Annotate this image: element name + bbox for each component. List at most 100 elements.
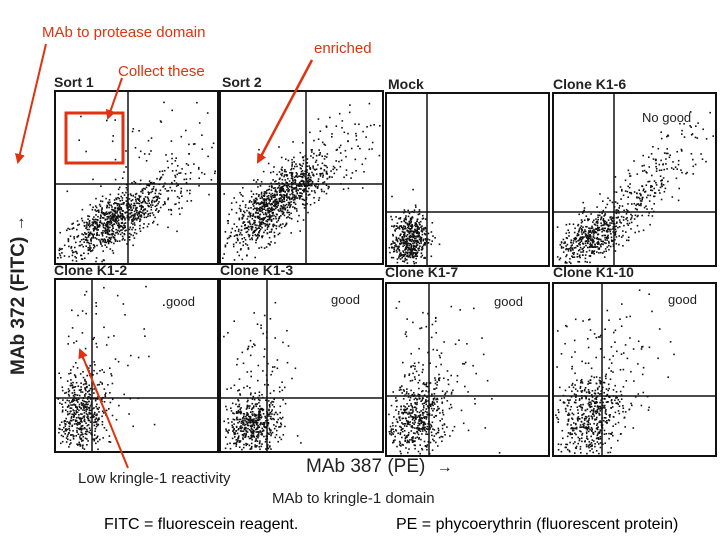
scatter-dot xyxy=(424,410,427,413)
scatter-dot xyxy=(395,237,398,240)
scatter-dot xyxy=(85,413,88,415)
scatter-dot xyxy=(105,236,108,238)
scatter-dot xyxy=(265,213,268,216)
scatter-dot xyxy=(257,398,260,401)
scatter-dot xyxy=(229,447,232,450)
scatter-dot xyxy=(412,254,414,256)
scatter-dot xyxy=(294,198,296,201)
scatter-dot xyxy=(87,235,90,237)
scatter-dot xyxy=(571,365,573,368)
scatter-dot xyxy=(417,450,420,453)
scatter-dot xyxy=(408,413,411,415)
scatter-dot xyxy=(415,249,418,252)
scatter-dot xyxy=(102,230,104,232)
scatter-dot xyxy=(271,206,273,209)
scatter-dot xyxy=(272,171,275,173)
scatter-dot xyxy=(423,406,425,409)
scatter-dot xyxy=(116,204,119,207)
scatter-dot xyxy=(580,231,583,233)
scatter-dot xyxy=(650,185,652,187)
scatter-dot xyxy=(104,241,106,244)
scatter-dot xyxy=(263,203,265,206)
scatter-dot xyxy=(417,422,420,424)
scatter-dot xyxy=(116,240,119,242)
scatter-dot xyxy=(365,136,367,138)
scatter-dot xyxy=(649,194,652,197)
scatter-dot xyxy=(576,234,578,237)
scatter-dot xyxy=(400,221,403,223)
scatter-dot xyxy=(609,222,611,224)
scatter-dot xyxy=(577,249,580,252)
scatter-dot xyxy=(327,187,330,190)
scatter-dot xyxy=(300,188,302,190)
scatter-dot xyxy=(138,195,140,197)
scatter-dot xyxy=(255,193,258,195)
scatter-dot xyxy=(118,223,120,226)
scatter-dot xyxy=(418,387,420,390)
scatter-dot xyxy=(648,180,651,183)
scatter-dot xyxy=(335,160,337,162)
scatter-dot xyxy=(425,383,427,386)
scatter-dot xyxy=(304,177,307,180)
scatter-dot xyxy=(443,431,446,433)
scatter-dot xyxy=(412,372,414,375)
scatter-dot xyxy=(176,230,178,233)
scatter-dot xyxy=(417,240,419,242)
scatter-dot xyxy=(591,242,594,244)
scatter-dot xyxy=(390,430,392,433)
scatter-dot xyxy=(406,255,408,257)
scatter-dot xyxy=(434,377,436,379)
scatter-dot xyxy=(648,166,651,168)
scatter-dot xyxy=(114,221,117,223)
scatter-dot xyxy=(184,173,187,175)
scatter-dot xyxy=(136,197,139,200)
scatter-dot xyxy=(127,218,129,220)
scatter-dot xyxy=(414,225,417,228)
scatter-dot xyxy=(433,393,436,395)
scatter-dot xyxy=(138,211,140,213)
scatter-dot xyxy=(118,222,120,224)
scatter-dot xyxy=(582,251,584,253)
scatter-dot xyxy=(590,246,593,248)
scatter-dot xyxy=(612,243,615,246)
scatter-dot xyxy=(432,398,435,401)
scatter-dot xyxy=(583,417,586,420)
scatter-dot xyxy=(437,445,439,447)
scatter-dot xyxy=(281,196,283,198)
scatter-dot xyxy=(274,196,276,199)
scatter-dot xyxy=(422,408,424,411)
scatter-dot xyxy=(66,435,69,438)
scatter-dot xyxy=(240,193,242,196)
scatter-dot xyxy=(252,213,255,215)
scatter-dot xyxy=(557,421,559,423)
scatter-dot xyxy=(123,171,125,173)
scatter-dot xyxy=(66,399,68,402)
scatter-dot xyxy=(306,203,308,205)
scatter-dot xyxy=(160,121,163,123)
scatter-dot xyxy=(101,423,104,426)
scatter-dot xyxy=(100,211,103,214)
scatter-dot xyxy=(81,431,83,434)
scatter-dot xyxy=(270,418,273,421)
scatter-dot xyxy=(260,195,263,197)
scatter-dot xyxy=(583,412,585,415)
scatter-dot xyxy=(556,256,559,258)
scatter-dot xyxy=(151,190,154,193)
scatter-dot xyxy=(250,431,253,434)
scatter-dot xyxy=(261,197,263,199)
scatter-dot xyxy=(146,196,149,199)
scatter-dot xyxy=(409,230,412,233)
scatter-dot xyxy=(268,231,271,233)
scatter-dot xyxy=(134,147,137,149)
scatter-dot xyxy=(79,240,81,243)
scatter-dot xyxy=(660,183,663,186)
scatter-dot xyxy=(79,434,82,436)
scatter-dot xyxy=(413,423,415,425)
scatter-dot xyxy=(231,227,234,230)
scatter-dot xyxy=(399,255,402,257)
scatter-dot xyxy=(422,412,424,414)
scatter-dot xyxy=(143,153,146,155)
scatter-dot xyxy=(135,200,137,202)
scatter-dot xyxy=(150,204,152,206)
scatter-dot xyxy=(185,178,188,180)
